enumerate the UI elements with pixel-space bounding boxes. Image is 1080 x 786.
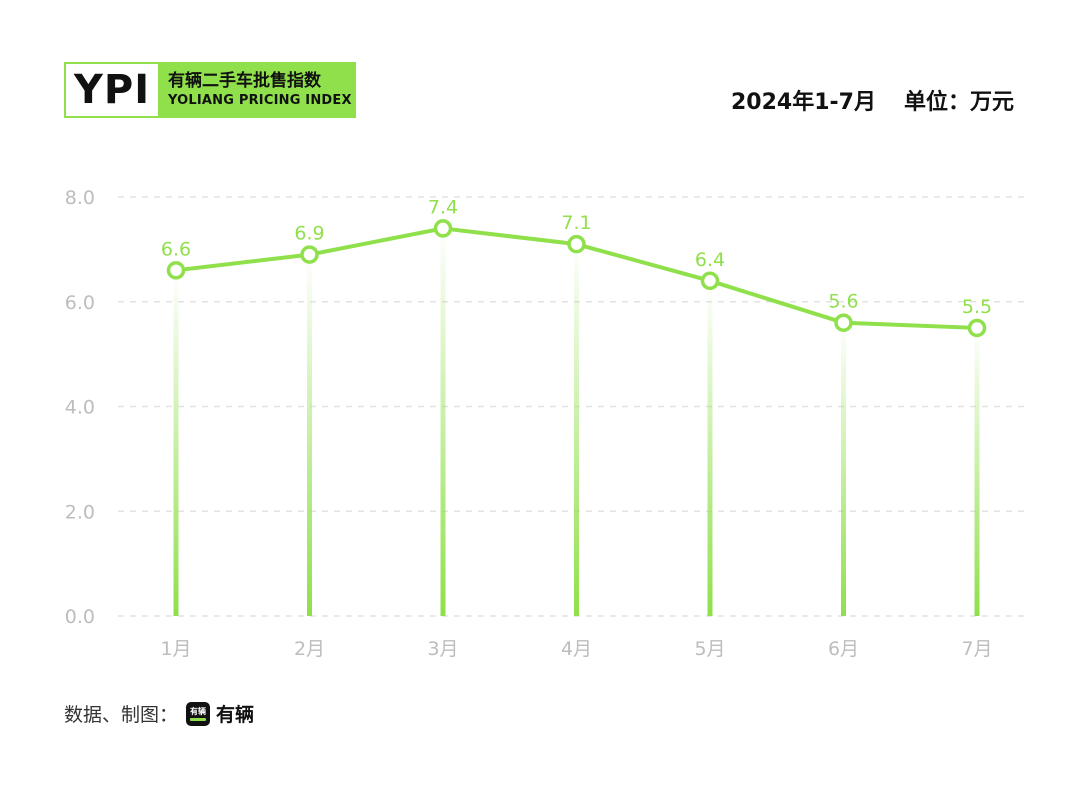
data-point (967, 318, 987, 338)
ypi-logo: YPI 有辆二手车批售指数 YOLIANG PRICING INDEX (64, 62, 356, 118)
period-label: 2024年1-7月 (731, 90, 876, 115)
logo-mark: YPI (66, 64, 158, 116)
x-tick-label: 3月 (427, 638, 458, 660)
y-tick-label: 4.0 (65, 397, 95, 419)
chart-meta: 2024年1-7月 单位：万元 (731, 84, 1014, 116)
data-point (700, 271, 720, 291)
app-icon-bar (190, 717, 207, 721)
x-tick-label: 4月 (561, 638, 592, 660)
data-label: 5.6 (828, 291, 858, 313)
data-label: 7.1 (561, 212, 591, 234)
x-tick-label: 6月 (828, 638, 859, 660)
drop-lines (173, 228, 980, 617)
x-tick-label: 2月 (294, 638, 325, 660)
data-point (300, 245, 319, 264)
y-tick-label: 8.0 (65, 187, 95, 209)
y-tick-label: 6.0 (65, 292, 95, 314)
drop-line (574, 244, 579, 616)
footer-credit: 数据、制图： 有辆 有辆 (64, 700, 254, 727)
grid-lines (118, 196, 1028, 617)
brand-name: 有辆 (216, 704, 255, 726)
data-label: 6.6 (161, 238, 191, 260)
x-tick-label: 5月 (694, 638, 725, 660)
data-label: 6.4 (695, 249, 725, 271)
data-point (433, 219, 453, 238)
drop-line (841, 322, 846, 616)
y-tick-label: 2.0 (65, 501, 95, 523)
logo-title-cn: 有辆二手车批售指数 (168, 71, 321, 91)
drop-line (974, 327, 980, 616)
app-logo-icon: 有辆 (186, 701, 211, 726)
data-point (834, 313, 853, 332)
drop-line (707, 280, 713, 616)
drop-line (440, 228, 446, 617)
source-label: 数据、制图： (64, 704, 179, 726)
drop-line (307, 254, 312, 617)
data-labels: 6.6 6.9 7.4 7.1 6.4 5.6 5.5 (161, 196, 992, 318)
drop-line (173, 270, 179, 616)
y-tick-label: 0.0 (65, 606, 95, 628)
x-tick-label: 1月 (160, 638, 191, 660)
y-axis-ticks: 0.0 2.0 4.0 6.0 8.0 (65, 187, 95, 628)
data-label: 7.4 (428, 196, 458, 218)
x-tick-label: 7月 (961, 638, 992, 660)
data-points (166, 219, 987, 338)
data-point (567, 234, 586, 254)
x-axis-ticks: 1月 2月 3月 4月 5月 6月 7月 (160, 638, 992, 660)
logo-text-block: 有辆二手车批售指数 YOLIANG PRICING INDEX (158, 64, 354, 116)
data-point (166, 261, 186, 280)
unit-label: 单位：万元 (903, 90, 1014, 115)
app-icon-text: 有辆 (190, 706, 207, 716)
data-label: 5.5 (962, 296, 992, 318)
logo-title-en: YOLIANG PRICING INDEX (168, 93, 352, 108)
data-label: 6.9 (294, 223, 324, 245)
